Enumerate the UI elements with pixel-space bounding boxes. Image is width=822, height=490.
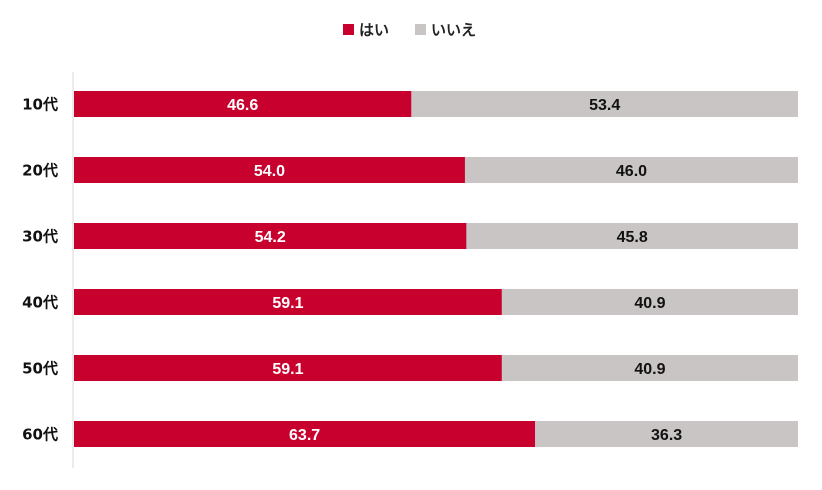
value-label: 63.7 [289,427,320,444]
value-label: 36.3 [651,427,682,444]
bar-segment-no [535,421,798,447]
legend-label-1: いいえ [431,21,476,39]
legend-label-0: はい [359,21,389,39]
value-label: 45.8 [617,229,648,246]
category-label: 60代 [22,426,58,444]
bar-segment-no [501,355,798,381]
bar-segment-yes [74,421,536,447]
category-label: 40代 [22,294,58,312]
bar-segment-yes [74,289,502,315]
category-label: 30代 [22,228,58,246]
value-label: 46.0 [616,163,647,180]
value-label: 46.6 [227,97,258,114]
legend: はい いいえ [343,21,476,39]
value-label: 54.2 [255,229,286,246]
value-label: 59.1 [272,295,303,312]
bar-segment-yes [74,157,465,183]
category-labels: 10代 20代 30代 40代 50代 60代 [22,96,58,444]
bar-segment-no [411,91,798,117]
bar-segment-yes [74,355,502,381]
legend-swatch-1 [415,24,426,35]
bar-segment-no [501,289,798,315]
category-label: 20代 [22,162,58,180]
value-label: 53.4 [589,97,620,114]
bar-segment-yes [74,91,412,117]
bar-segment-no [464,157,798,183]
category-label: 50代 [22,360,58,378]
value-label: 54.0 [254,163,285,180]
category-label: 10代 [22,96,58,114]
bar-segment-yes [74,223,467,249]
bar-segment-no [466,223,798,249]
value-label: 40.9 [634,361,665,378]
bars: 46.6 53.4 54.0 46.0 54.2 45.8 59.1 40.9 59.1 40.9… [74,91,798,447]
legend-swatch-0 [343,24,354,35]
value-label: 59.1 [272,361,303,378]
value-label: 40.9 [634,295,665,312]
